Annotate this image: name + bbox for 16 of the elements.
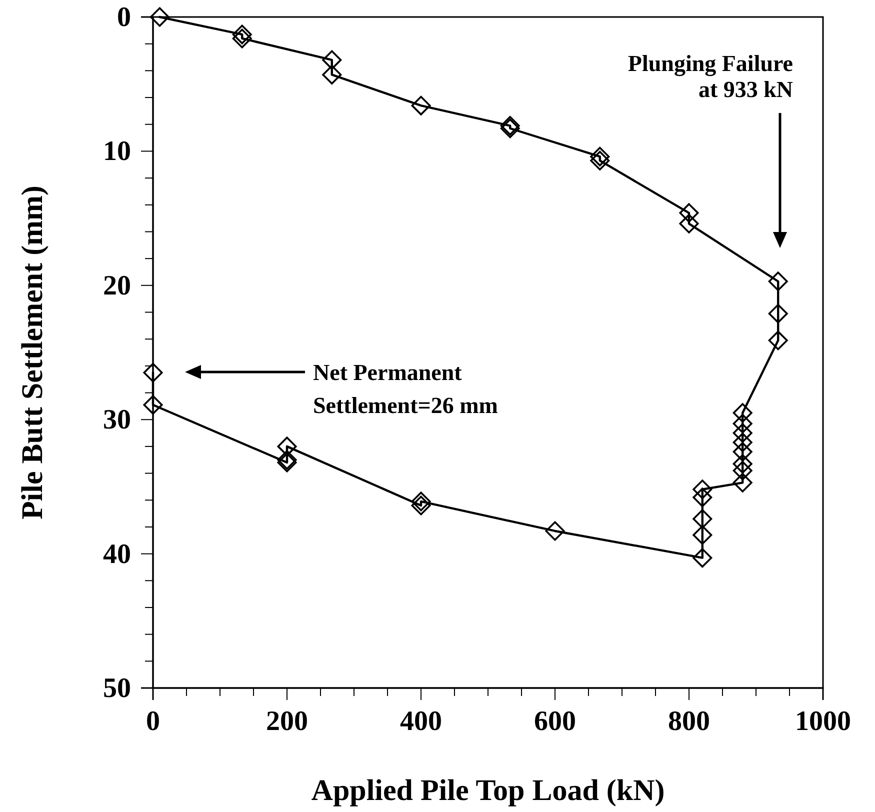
y-tick-label: 20: [103, 270, 131, 302]
annotation: Net Permanent Settlement=26 mm: [313, 360, 498, 418]
y-tick-label: 40: [103, 538, 131, 570]
x-tick-label: 400: [400, 706, 442, 737]
y-tick-label: 0: [117, 2, 131, 33]
x-tick-label: 800: [668, 706, 710, 737]
annotation: Plunging Failure at 933 kN: [628, 51, 794, 102]
y-tick-label: 50: [103, 672, 131, 704]
x-tick-label: 1000: [795, 706, 851, 737]
x-tick-label: 0: [146, 706, 160, 737]
y-tick-label: 10: [103, 136, 131, 168]
y-axis-title: Pile Butt Settlement (mm): [16, 185, 49, 520]
x-tick-label: 600: [534, 706, 576, 737]
y-tick-label: 30: [103, 404, 131, 436]
x-axis-title: Applied Pile Top Load (kN): [311, 774, 665, 807]
x-tick-label: 200: [266, 706, 308, 737]
